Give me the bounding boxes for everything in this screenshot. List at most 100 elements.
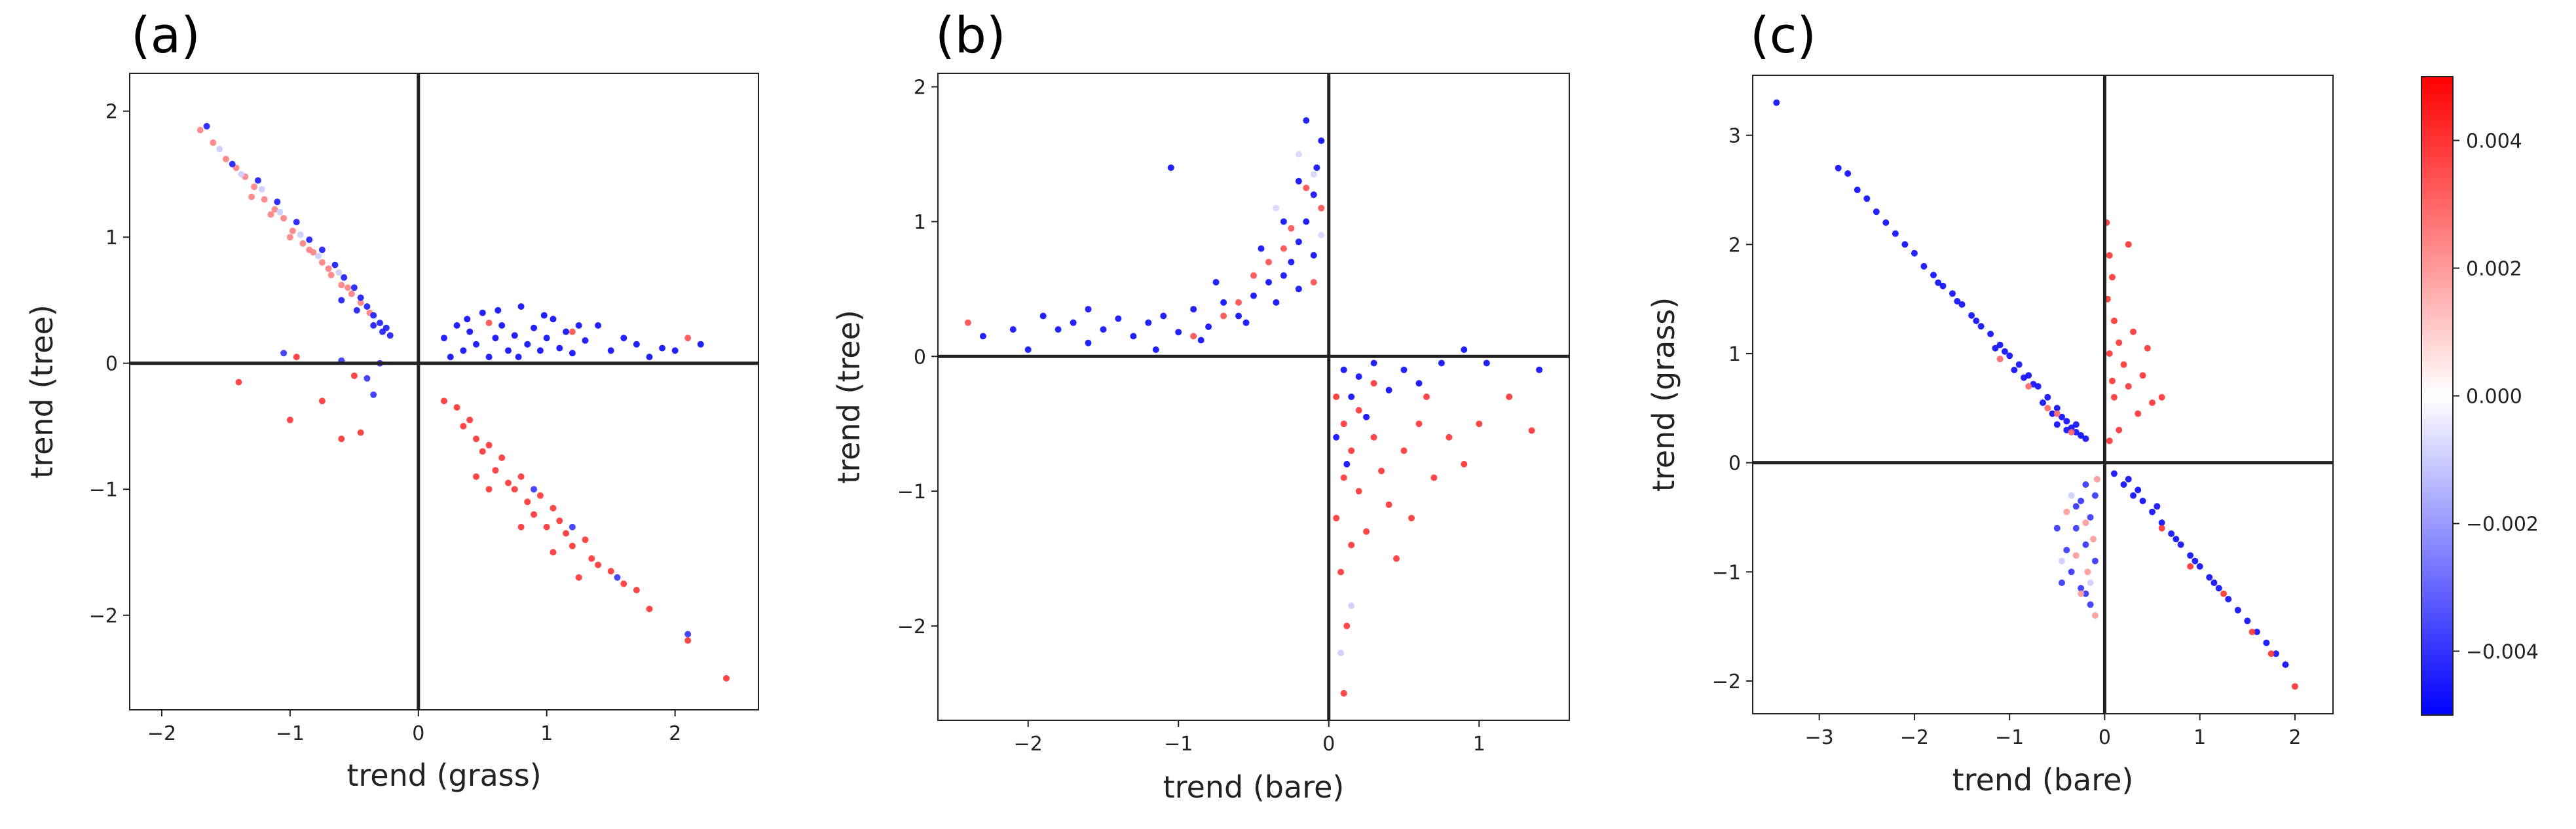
panels: −2 −1 0 1 2 −2 −1 0 1 2 trend (grass) trend (tree) (… bbox=[24, 6, 2334, 805]
scatter-point bbox=[1197, 337, 1204, 344]
scatter-point bbox=[1987, 331, 1994, 337]
scatter-point bbox=[543, 335, 550, 342]
x-tick-label: −2 bbox=[147, 722, 176, 745]
scatter-point bbox=[2135, 487, 2142, 494]
scatter-point bbox=[2149, 399, 2156, 406]
scatter-point bbox=[286, 416, 293, 424]
scatter-point bbox=[1280, 245, 1287, 252]
scatter-point bbox=[1024, 346, 1032, 353]
scatter-point bbox=[1167, 164, 1174, 172]
scatter-point bbox=[261, 196, 268, 203]
scatter-point bbox=[338, 282, 345, 289]
scatter-point bbox=[1070, 319, 1077, 326]
scatter-point bbox=[1115, 315, 1122, 322]
scatter-point bbox=[495, 306, 502, 314]
scatter-point bbox=[2093, 475, 2100, 483]
y-tick-label: 1 bbox=[1728, 343, 1741, 366]
scatter-point bbox=[2082, 435, 2089, 442]
scatter-point bbox=[299, 240, 307, 247]
scatter-point bbox=[1310, 191, 1317, 198]
scatter-point bbox=[1313, 164, 1320, 172]
scatter-point bbox=[377, 320, 383, 327]
scatter-point bbox=[2253, 629, 2260, 635]
scatter-point bbox=[1400, 447, 1408, 454]
plot-area bbox=[937, 73, 1570, 721]
scatter-point bbox=[1973, 318, 1980, 324]
scatter-point bbox=[1536, 366, 1543, 373]
scatter-point bbox=[569, 350, 576, 357]
scatter-point bbox=[563, 328, 570, 335]
scatter-point bbox=[550, 549, 557, 556]
y-tick-label: 2 bbox=[914, 77, 926, 100]
scatter-point bbox=[1318, 232, 1325, 238]
scatter-point bbox=[2006, 352, 2013, 359]
scatter-point bbox=[531, 511, 538, 518]
scatter-point bbox=[238, 171, 245, 177]
scatter-points bbox=[964, 117, 1543, 697]
scatter-point bbox=[2072, 503, 2080, 510]
scatter-point bbox=[341, 274, 348, 281]
scatter-point bbox=[1009, 326, 1017, 333]
scatter-point bbox=[2149, 508, 2156, 515]
scatter-point bbox=[1930, 272, 1937, 278]
scatter-point bbox=[2158, 519, 2165, 526]
scatter-point bbox=[498, 454, 506, 461]
scatter-point bbox=[1954, 298, 1961, 304]
colorbar-gradient bbox=[2421, 76, 2454, 716]
scatter-point bbox=[386, 332, 394, 339]
scatter-point bbox=[2063, 508, 2070, 515]
scatter-point bbox=[2078, 585, 2085, 592]
scatter-point bbox=[460, 422, 467, 430]
scatter-point bbox=[2234, 606, 2241, 614]
y-tick-label: −2 bbox=[897, 616, 926, 638]
scatter-point bbox=[2091, 557, 2099, 564]
scatter-point bbox=[318, 246, 326, 253]
scatter-point bbox=[379, 328, 386, 335]
scatter-point bbox=[280, 350, 288, 357]
scatter-point bbox=[338, 435, 345, 443]
scatter-point bbox=[1318, 137, 1325, 144]
scatter-point bbox=[485, 320, 493, 327]
scatter-point bbox=[2168, 530, 2175, 537]
scatter-point bbox=[2078, 590, 2085, 597]
y-tick-label: 0 bbox=[1728, 452, 1741, 475]
scatter-point bbox=[1370, 433, 1377, 441]
scatter-point bbox=[2120, 481, 2127, 488]
scatter-point bbox=[1400, 366, 1408, 373]
scatter-point bbox=[511, 486, 518, 493]
scatter-point bbox=[1242, 319, 1250, 326]
scatter-point bbox=[1348, 447, 1355, 454]
scatter-point bbox=[1476, 420, 1483, 428]
scatter-point bbox=[2068, 429, 2075, 435]
scatter-point bbox=[2139, 372, 2146, 379]
scatter-point bbox=[350, 284, 358, 291]
scatter-point bbox=[297, 231, 304, 238]
scatter-point bbox=[335, 269, 343, 276]
panel-a: −2 −1 0 1 2 −2 −1 0 1 2 trend (grass) trend (tree) (… bbox=[24, 6, 759, 793]
scatter-point bbox=[2158, 525, 2165, 532]
x-tick-label: 0 bbox=[2099, 726, 2111, 749]
scatter-point bbox=[1303, 185, 1310, 191]
scatter-point bbox=[276, 208, 284, 215]
scatter-point bbox=[2120, 361, 2127, 368]
scatter-point bbox=[2291, 683, 2298, 690]
scatter-point bbox=[357, 429, 364, 436]
scatter-point bbox=[1506, 394, 1513, 400]
scatter-point bbox=[2244, 617, 2251, 625]
scatter-point bbox=[659, 344, 666, 352]
scatter-point bbox=[517, 303, 525, 310]
x-axis-label: trend (grass) bbox=[346, 758, 541, 793]
scatter-point bbox=[2130, 328, 2137, 335]
scatter-point bbox=[1363, 528, 1370, 535]
scatter-point bbox=[1340, 420, 1347, 428]
scatter-point bbox=[2091, 612, 2099, 619]
scatter-point bbox=[1235, 299, 1242, 306]
scatter-point bbox=[2053, 421, 2061, 428]
scatter-point bbox=[1265, 259, 1272, 266]
colorbar-tick-label: −0.002 bbox=[2466, 513, 2539, 536]
scatter-point bbox=[2192, 557, 2199, 564]
scatter-point bbox=[1310, 251, 1317, 259]
scatter-point bbox=[1415, 420, 1423, 428]
scatter-point bbox=[2249, 629, 2256, 635]
scatter-point bbox=[453, 322, 460, 329]
